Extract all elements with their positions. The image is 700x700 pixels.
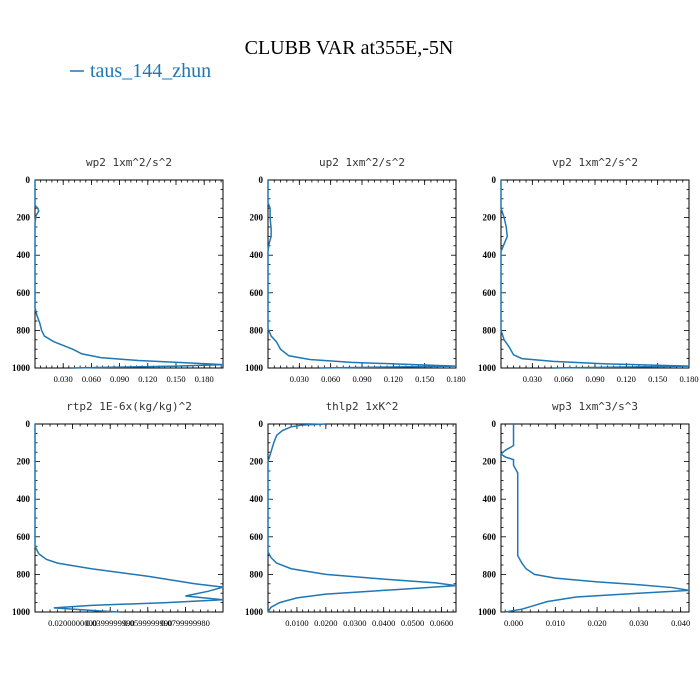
x-tick-label: 0.0600	[430, 618, 453, 628]
x-tick-label: 0.0200000000	[48, 618, 97, 628]
y-tick-label: 200	[250, 457, 264, 467]
x-tick-label: 0.180	[446, 374, 465, 384]
x-tick-label: 0.0100	[285, 618, 308, 628]
y-tick-label: 600	[483, 532, 497, 542]
y-tick-label: 0	[259, 419, 264, 429]
x-tick-label: 0.0399999990	[86, 618, 135, 628]
y-tick-label: 0	[492, 175, 497, 185]
x-tick-label: 0.0300	[343, 618, 366, 628]
subplot-title: vp2 1xm^2/s^2	[552, 156, 638, 169]
plot-frame	[500, 179, 690, 369]
y-tick-label: 800	[17, 325, 31, 335]
x-tick-label: 0.0799999980	[161, 618, 210, 628]
subplot-3: vp2 1xm^2/s^2 0 200 400 600 800 1000 0.030 0.060…	[478, 156, 699, 384]
series-line-taus_144_zhun	[500, 180, 690, 369]
x-tick-label: 0.120	[138, 374, 157, 384]
y-tick-label: 0	[259, 175, 264, 185]
x-tick-label: 0.030	[523, 374, 542, 384]
y-tick-label: 200	[17, 213, 31, 223]
y-tick-label: 800	[250, 569, 264, 579]
y-tick-label: 0	[26, 419, 31, 429]
x-tick-label: 0.150	[166, 374, 185, 384]
plot-frame	[500, 423, 690, 613]
subplot-1: wp2 1xm^2/s^2 0 200 400 600 800 1000 0.030 0.060…	[12, 156, 224, 384]
y-tick-label: 400	[483, 250, 497, 260]
series-line-taus_144_zhun	[267, 180, 457, 369]
subplot-2: up2 1xm^2/s^2 0 200 400 600 800 1000 0.030 0.060…	[245, 156, 466, 384]
x-tick-label: 0.030	[629, 618, 648, 628]
x-tick-label: 0.030	[54, 374, 73, 384]
y-tick-label: 600	[250, 532, 264, 542]
x-tick-label: 0.090	[585, 374, 604, 384]
x-tick-label: 0.120	[617, 374, 636, 384]
series-line-taus_144_zhun	[267, 423, 457, 613]
y-tick-label: 800	[483, 569, 497, 579]
subplot-title: rtp2 1E-6x(kg/kg)^2	[66, 400, 192, 413]
x-tick-label: 0.000	[504, 618, 523, 628]
subplot-4: rtp2 1E-6x(kg/kg)^2 0 200 400 600 800 1000 0.02…	[12, 400, 224, 628]
subplot-title: thlp2 1xK^2	[326, 400, 399, 413]
y-tick-label: 400	[250, 494, 264, 504]
y-tick-label: 600	[483, 288, 497, 298]
y-tick-label: 800	[17, 569, 31, 579]
y-tick-label: 1000	[12, 363, 31, 373]
plot-frame	[267, 423, 457, 613]
y-tick-label: 600	[250, 288, 264, 298]
series-line-taus_144_zhun	[34, 424, 224, 613]
x-tick-label: 0.040	[671, 618, 690, 628]
y-tick-label: 1000	[245, 363, 264, 373]
y-tick-label: 1000	[478, 363, 497, 373]
x-tick-label: 0.060	[82, 374, 101, 384]
y-tick-label: 800	[483, 325, 497, 335]
subplot-title: wp2 1xm^2/s^2	[86, 156, 172, 169]
y-tick-label: 400	[483, 494, 497, 504]
y-tick-label: 400	[250, 250, 264, 260]
x-tick-label: 0.010	[546, 618, 565, 628]
x-tick-label: 0.030	[290, 374, 309, 384]
y-tick-label: 200	[17, 457, 31, 467]
y-tick-label: 0	[492, 419, 497, 429]
y-tick-label: 0	[26, 175, 31, 185]
figure-title: CLUBB VAR at355E,-5N	[245, 37, 454, 59]
x-tick-label: 0.090	[110, 374, 129, 384]
x-tick-label: 0.150	[648, 374, 667, 384]
x-tick-label: 0.0400	[372, 618, 395, 628]
y-tick-label: 200	[483, 457, 497, 467]
y-tick-label: 1000	[245, 607, 264, 617]
y-tick-label: 800	[250, 325, 264, 335]
x-tick-label: 0.0200	[314, 618, 337, 628]
y-tick-label: 200	[250, 213, 264, 223]
y-tick-label: 600	[17, 532, 31, 542]
series-line-taus_144_zhun	[34, 180, 224, 369]
y-tick-label: 1000	[12, 607, 31, 617]
plot-frame	[34, 179, 224, 369]
x-tick-label: 0.090	[352, 374, 371, 384]
x-tick-label: 0.020	[588, 618, 607, 628]
y-tick-label: 1000	[478, 607, 497, 617]
x-tick-label: 0.120	[384, 374, 403, 384]
x-tick-label: 0.150	[415, 374, 434, 384]
y-tick-label: 600	[17, 288, 31, 298]
subplot-5: thlp2 1xK^2 0 200 400 600 800 1000 0.0100 0.0200…	[245, 400, 457, 628]
subplot-6: wp3 1xm^3/s^3 0 200 400 600 800 1000 0.000 0.010…	[478, 400, 690, 628]
plot-frame	[267, 179, 457, 369]
x-tick-label: 0.060	[321, 374, 340, 384]
x-tick-label: 0.060	[554, 374, 573, 384]
y-tick-label: 400	[17, 494, 31, 504]
series-line-taus_144_zhun	[499, 424, 690, 613]
x-tick-label: 0.0500	[401, 618, 424, 628]
legend-label: taus_144_zhun	[90, 60, 211, 82]
subplot-title: wp3 1xm^3/s^3	[552, 400, 638, 413]
y-tick-label: 200	[483, 213, 497, 223]
x-tick-label: 0.180	[679, 374, 698, 384]
subplot-title: up2 1xm^2/s^2	[319, 156, 405, 169]
x-tick-label: 0.0599999990	[123, 618, 172, 628]
x-tick-label: 0.180	[195, 374, 214, 384]
subplot-grid: wp2 1xm^2/s^2 0 200 400 600 800 1000 0.030 0.060…	[12, 156, 699, 628]
y-tick-label: 400	[17, 250, 31, 260]
